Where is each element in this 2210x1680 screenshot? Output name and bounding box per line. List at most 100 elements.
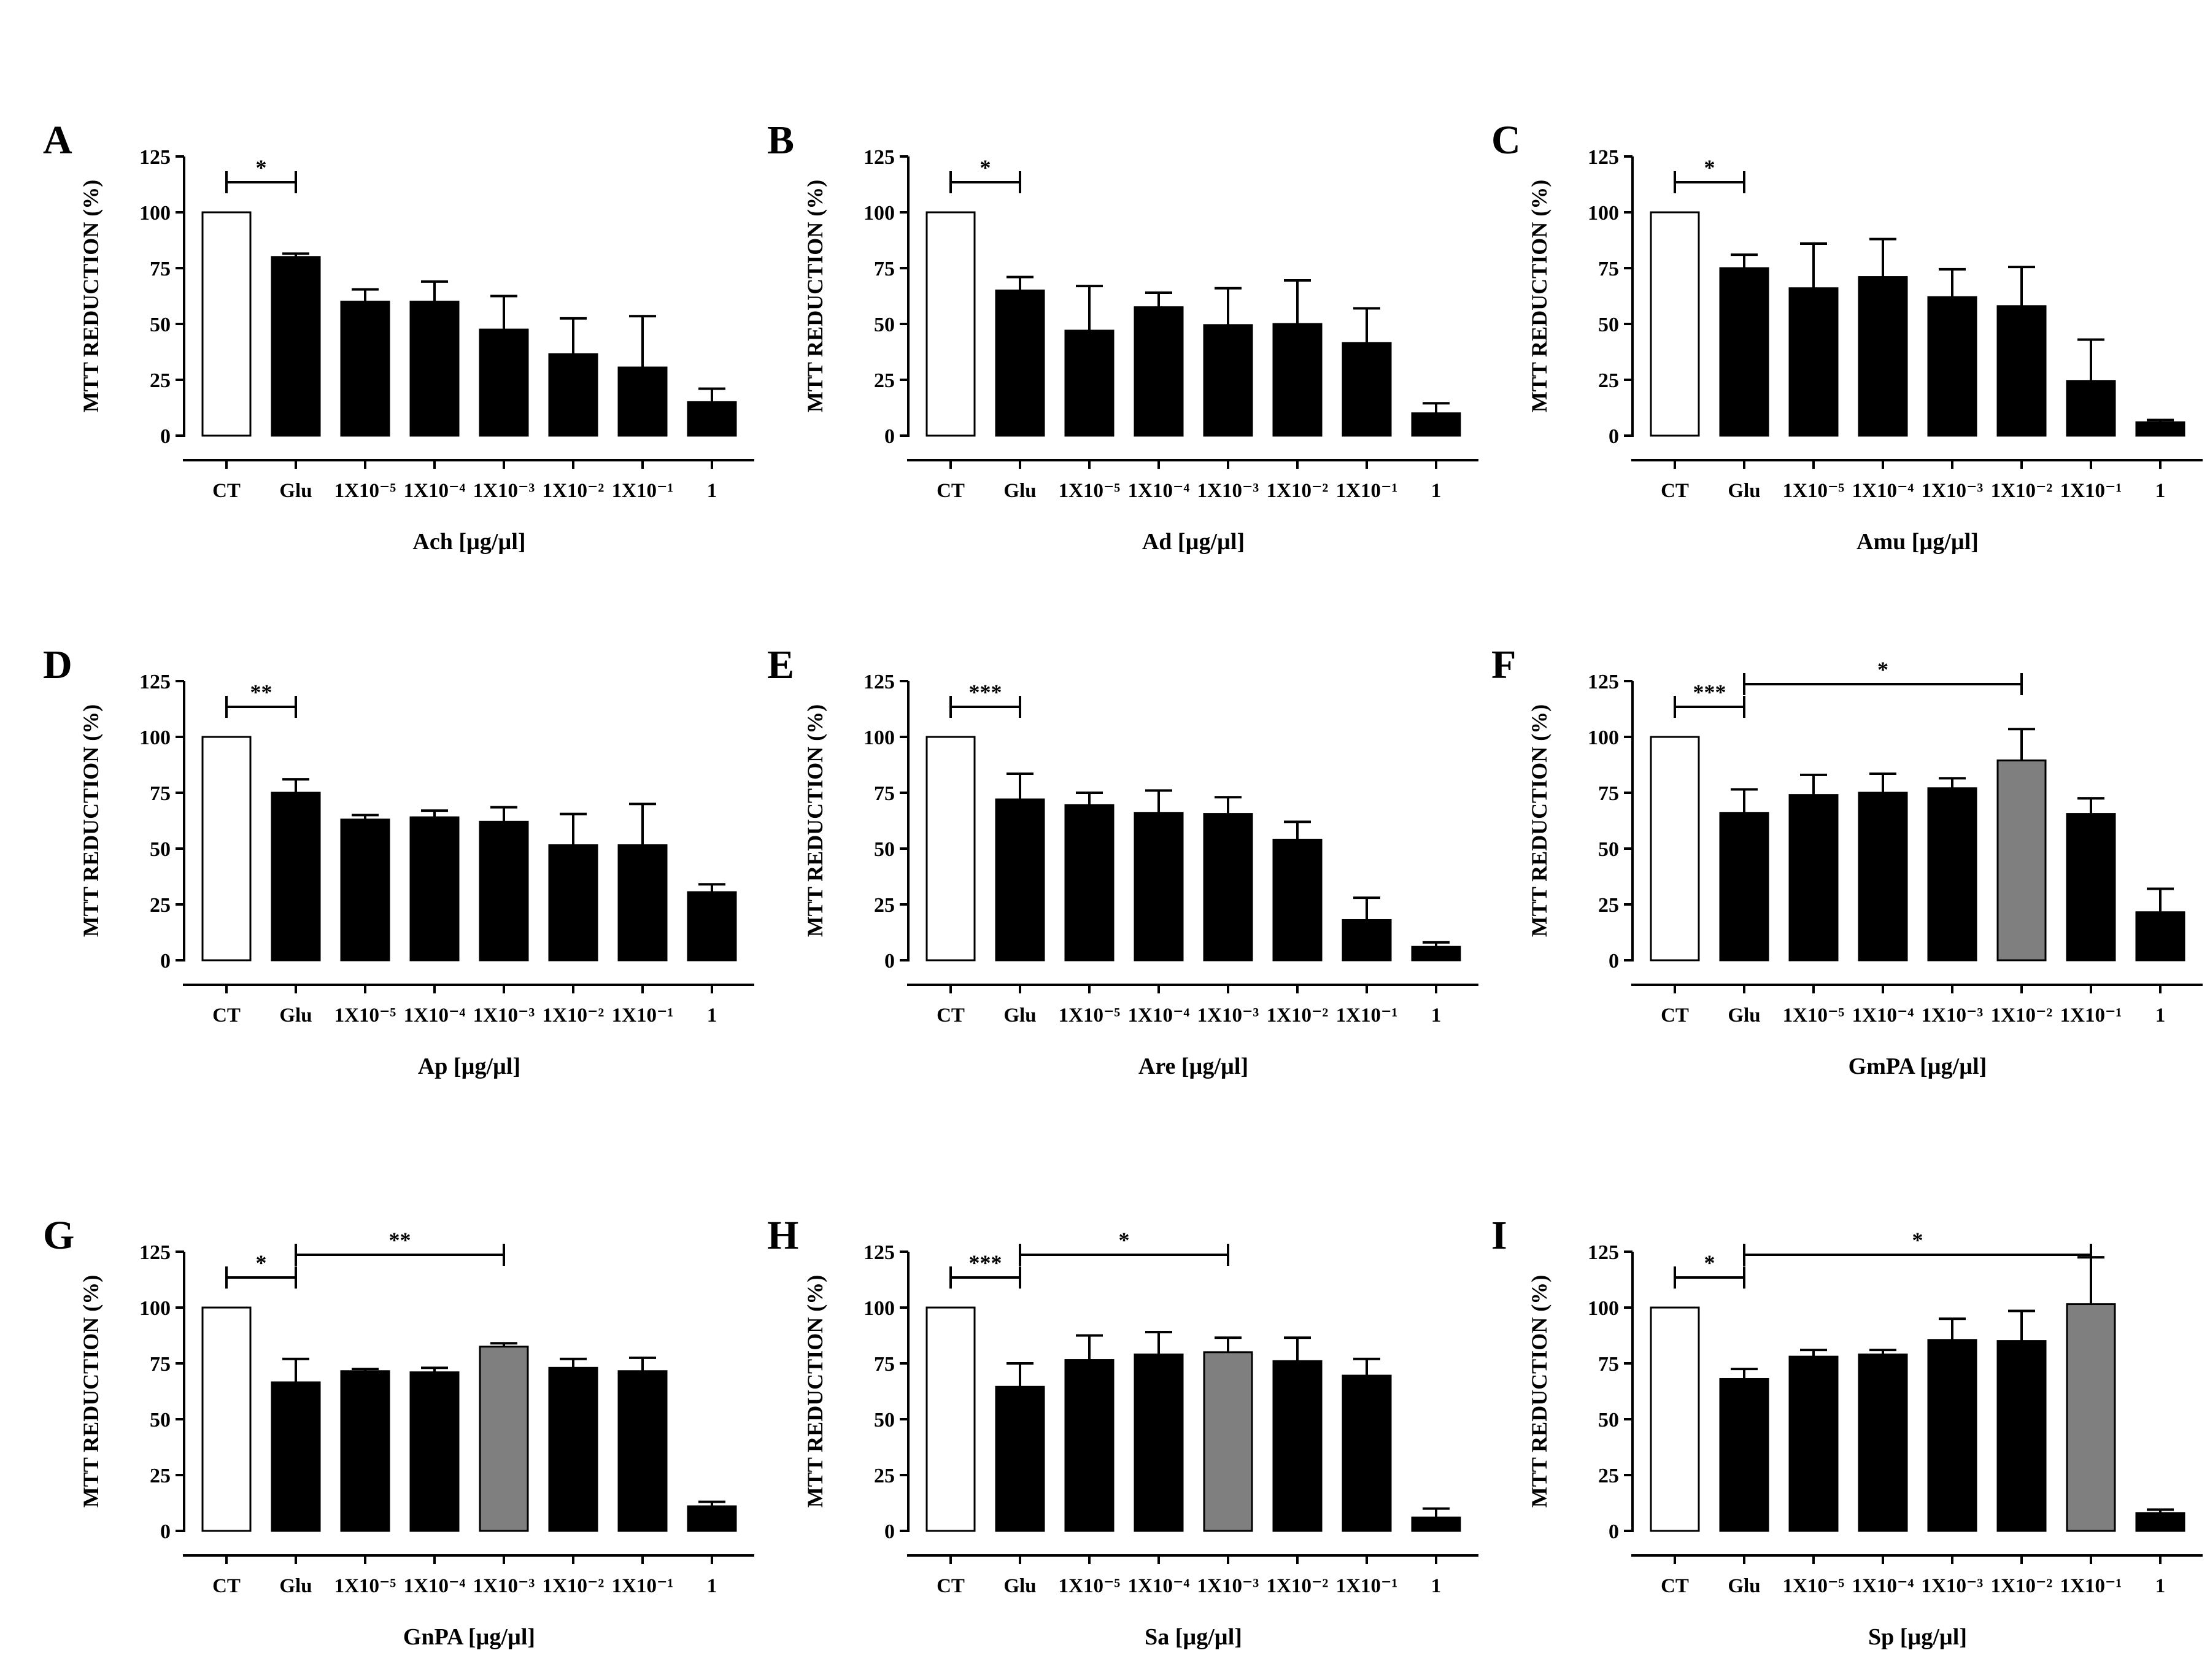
- bar: [1996, 305, 2047, 437]
- y-tick-label: 0: [884, 1520, 895, 1543]
- x-tick-label: 1X10⁻²: [1267, 1575, 1329, 1597]
- x-tick-label: 1X10⁻⁴: [1852, 480, 1914, 502]
- x-axis-label: Sa [µg/µl]: [1145, 1624, 1242, 1650]
- bar: [925, 211, 976, 437]
- bar: [995, 1385, 1045, 1532]
- x-tick-label: 1X10⁻⁵: [334, 1575, 396, 1597]
- bar: [201, 736, 252, 961]
- y-tick-label: 0: [160, 1520, 171, 1543]
- bar: [1858, 1353, 1908, 1532]
- bar: [409, 816, 460, 961]
- panel-f: F MTT REDUCTION (%) 0 25 50 75 100 125 CT Glu 1X10…: [1491, 642, 2203, 1079]
- x-tick-label: 1X10⁻³: [473, 1004, 535, 1027]
- y-tick-label: 50: [150, 1409, 171, 1431]
- bar: [1788, 794, 1839, 961]
- x-tick-label: 1X10⁻¹: [1336, 480, 1398, 502]
- y-tick-label: 75: [874, 1353, 895, 1376]
- x-tick-label: 1X10⁻⁵: [1059, 1575, 1121, 1597]
- bar: [1788, 287, 1839, 437]
- y-tick-label: 0: [884, 425, 895, 448]
- y-tick-label: 100: [139, 1297, 171, 1320]
- bar: [995, 798, 1045, 961]
- y-tick-label: 75: [150, 1353, 171, 1376]
- panel-d: D MTT REDUCTION (%) 0 25 50 75 100 125 CT Glu 1X10…: [43, 642, 754, 1079]
- panel-letter: E: [767, 642, 794, 687]
- x-tick-label: 1X10⁻³: [1197, 1004, 1259, 1027]
- x-tick-label: 1X10⁻⁵: [1783, 1004, 1845, 1027]
- y-tick-label: 25: [874, 369, 895, 392]
- x-tick-label: 1X10⁻¹: [612, 480, 674, 502]
- x-tick-label: 1X10⁻³: [473, 1575, 535, 1597]
- y-tick-label: 125: [864, 1241, 895, 1264]
- bar: [1342, 342, 1392, 437]
- x-tick-label: 1X10⁻⁴: [1128, 480, 1190, 502]
- x-tick-label: CT: [1661, 1575, 1689, 1597]
- bar: [1858, 792, 1908, 961]
- bar: [409, 301, 460, 437]
- x-tick-label: 1X10⁻²: [543, 480, 605, 502]
- bar: [687, 891, 737, 961]
- y-tick-label: 100: [1588, 202, 1619, 225]
- y-axis-label: MTT REDUCTION (%): [803, 1275, 827, 1508]
- y-tick-label: 25: [1598, 894, 1619, 917]
- x-tick-label: 1X10⁻⁴: [1128, 1004, 1190, 1027]
- panel-letter: C: [1491, 118, 1521, 163]
- x-tick-label: 1: [2155, 1004, 2166, 1027]
- bar: [1134, 1353, 1184, 1532]
- bar: [1272, 1360, 1323, 1532]
- bar: [1272, 323, 1323, 437]
- bar: [479, 328, 529, 437]
- bar: [1927, 296, 1977, 437]
- bar: [1411, 412, 1461, 437]
- x-tick-label: 1X10⁻¹: [612, 1575, 674, 1597]
- x-tick-label: 1X10⁻⁴: [404, 480, 466, 502]
- bar: [201, 1306, 252, 1532]
- y-tick-label: 75: [1598, 782, 1619, 805]
- bar: [1203, 324, 1253, 437]
- panel-letter: D: [43, 642, 72, 687]
- x-tick-label: Glu: [1728, 1004, 1760, 1027]
- x-tick-label: 1X10⁻³: [1197, 1575, 1259, 1597]
- x-tick-label: Glu: [1728, 1575, 1760, 1597]
- x-tick-label: Glu: [279, 1004, 312, 1027]
- sig-label: *: [1912, 1228, 1923, 1252]
- y-axis-label: MTT REDUCTION (%): [803, 180, 827, 412]
- x-tick-label: 1: [707, 480, 717, 502]
- y-tick-label: 75: [1598, 258, 1619, 280]
- sig-label: **: [389, 1228, 411, 1252]
- panel-letter: H: [767, 1213, 798, 1258]
- panel-a: A MTT REDUCTION (%) 0 25 50 75 100 125 CT Glu 1X10…: [43, 118, 754, 555]
- bar: [340, 819, 390, 961]
- y-axis-label: MTT REDUCTION (%): [803, 704, 827, 937]
- x-axis-label: Sp [µg/µl]: [1868, 1624, 1967, 1650]
- panel-letter: G: [43, 1213, 74, 1258]
- bar: [548, 844, 598, 961]
- bar: [1927, 1339, 1977, 1532]
- bar: [925, 736, 976, 961]
- y-tick-label: 75: [150, 258, 171, 280]
- bar: [271, 792, 321, 961]
- y-tick-label: 125: [1588, 146, 1619, 169]
- x-tick-label: 1: [2155, 480, 2166, 502]
- x-tick-label: 1X10⁻¹: [2060, 1575, 2122, 1597]
- sig-label: *: [1704, 155, 1715, 180]
- x-tick-label: 1X10⁻⁵: [334, 1004, 396, 1027]
- panel-letter: B: [767, 118, 794, 163]
- bar: [1064, 1359, 1115, 1532]
- x-tick-label: Glu: [1728, 480, 1760, 502]
- bar: [1064, 329, 1115, 437]
- y-tick-label: 125: [1588, 1241, 1619, 1264]
- x-axis-label: GnPA [µg/µl]: [403, 1624, 535, 1650]
- y-tick-label: 75: [874, 782, 895, 805]
- y-tick-label: 125: [139, 671, 171, 693]
- y-tick-label: 75: [874, 258, 895, 280]
- x-tick-label: 1: [707, 1004, 717, 1027]
- x-tick-label: CT: [1661, 480, 1689, 502]
- bar: [2066, 380, 2116, 437]
- y-axis-label: MTT REDUCTION (%): [79, 180, 103, 412]
- y-tick-label: 25: [1598, 1465, 1619, 1487]
- y-tick-label: 0: [1609, 1520, 1619, 1543]
- x-tick-label: 1X10⁻⁴: [404, 1004, 466, 1027]
